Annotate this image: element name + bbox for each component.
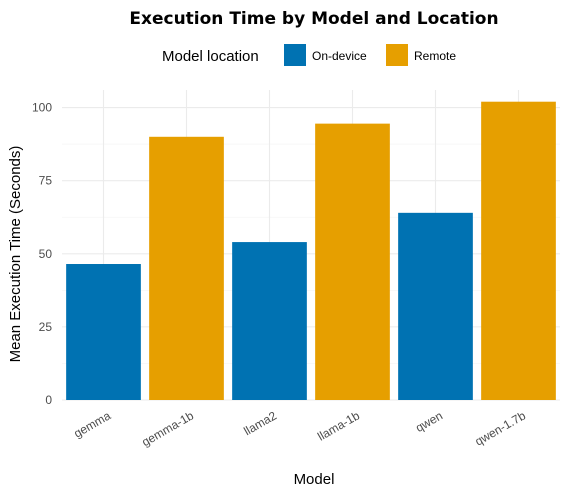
bars	[66, 101, 556, 400]
bar-llama-1b	[315, 123, 390, 400]
legend-label-remote: Remote	[414, 49, 456, 63]
legend-label-on-device: On-device	[312, 49, 367, 63]
x-tick-label-llama-1b: llama-1b	[315, 408, 362, 443]
legend-swatch-remote	[386, 44, 408, 66]
x-tick-label-qwen-1.7b: qwen-1.7b	[472, 408, 528, 448]
x-tick-labels: gemma gemma-1b llama2 llama-1b qwen qwen-1.7b	[71, 408, 528, 449]
y-tick-labels: 0 25 50 75 100	[32, 101, 52, 407]
chart-title: Execution Time by Model and Location	[129, 9, 498, 29]
bar-gemma-1b	[149, 136, 224, 400]
bar-gemma	[66, 264, 141, 400]
bar-qwen-1.7b	[481, 101, 556, 400]
legend: Model location On-device Remote	[162, 44, 456, 66]
x-tick-label-gemma: gemma	[71, 408, 113, 440]
y-tick-label: 0	[45, 393, 52, 407]
x-axis-title: Model	[294, 471, 335, 488]
bar-qwen	[398, 212, 473, 400]
bar-llama2	[232, 242, 307, 400]
x-tick-label-qwen: qwen	[413, 408, 445, 434]
y-tick-label: 100	[32, 101, 52, 115]
legend-title: Model location	[162, 48, 259, 65]
y-tick-label: 75	[39, 174, 53, 188]
y-tick-label: 50	[39, 247, 53, 261]
x-tick-label-gemma-1b: gemma-1b	[139, 408, 196, 449]
legend-swatch-on-device	[284, 44, 306, 66]
x-tick-label-llama2: llama2	[241, 408, 279, 438]
y-tick-label: 25	[39, 320, 53, 334]
y-axis-title: Mean Execution Time (Seconds)	[7, 146, 24, 363]
